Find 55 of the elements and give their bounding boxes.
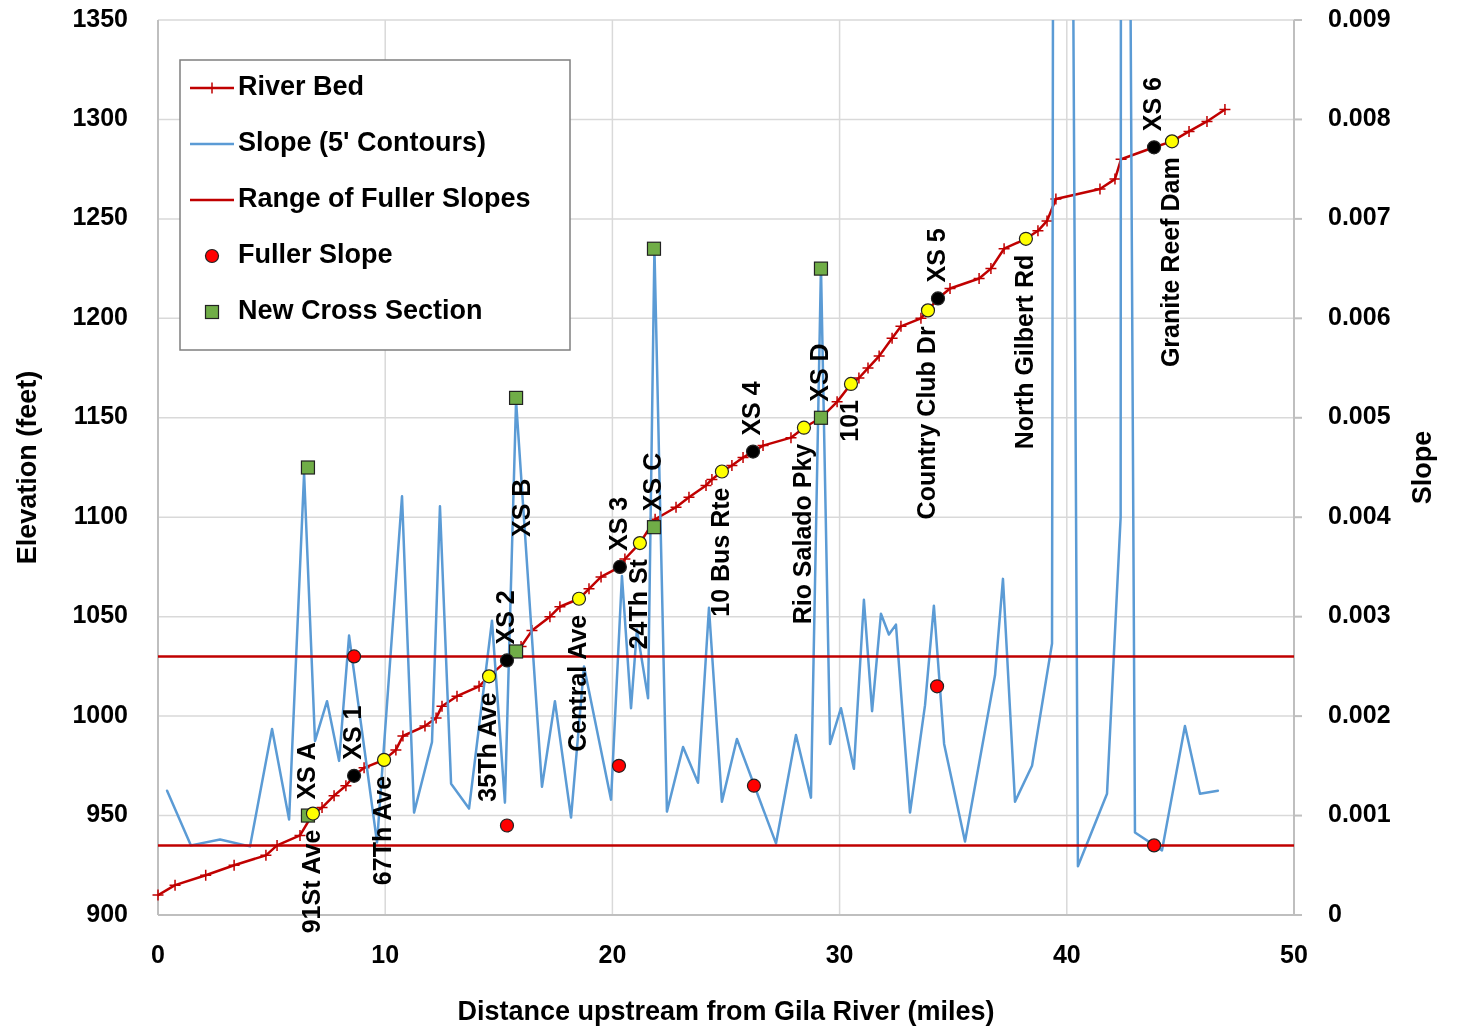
- y2-tick-label: 0.003: [1328, 600, 1391, 629]
- annotation: 101: [834, 399, 863, 442]
- annotation: 24Th St: [623, 558, 652, 650]
- annotation: XS 5: [921, 228, 950, 283]
- x-tick-label: 40: [1052, 940, 1081, 968]
- annotation: XS A: [291, 742, 320, 800]
- y-tick-label: 1000: [72, 699, 128, 728]
- legend-label: Range of Fuller Slopes: [238, 183, 531, 214]
- y-tick-label: 1250: [72, 202, 128, 231]
- legend-label: Fuller Slope: [238, 239, 393, 270]
- y2-tick-label: 0.005: [1328, 401, 1391, 430]
- legend-label: Slope (5' Contours): [238, 127, 486, 158]
- annotation: XS 3: [603, 496, 632, 551]
- annotation: 35Th Ave: [472, 692, 501, 802]
- x-tick-label: 10: [371, 940, 400, 968]
- annotation: Granite Reef Dam: [1155, 157, 1184, 368]
- y-tick-label: 900: [86, 898, 128, 927]
- annotation: 10 Bus Rte: [705, 487, 734, 617]
- y2-tick-label: 0.006: [1328, 301, 1391, 330]
- annotation: XS 4: [736, 381, 765, 436]
- y2-tick-label: 0.008: [1328, 103, 1391, 132]
- annotation: North Gilbert Rd: [1009, 254, 1038, 450]
- annotation: XS D: [804, 343, 833, 402]
- annotation: Country Club Dr: [911, 326, 940, 520]
- y-tick-label: 1300: [72, 103, 128, 132]
- annotation: XS 2: [490, 590, 519, 645]
- y2-tick-label: 0.009: [1328, 3, 1391, 32]
- y-tick-label: 950: [86, 799, 128, 828]
- y2-tick-label: 0.001: [1328, 799, 1391, 828]
- legend-label: New Cross Section: [238, 295, 483, 326]
- y2-tick-label: 0.007: [1328, 202, 1391, 231]
- y2-axis-title: Slope: [1407, 430, 1437, 505]
- annotation: XS C: [637, 452, 666, 512]
- x-tick-label: 0: [151, 940, 165, 968]
- y-tick-label: 1350: [72, 3, 128, 32]
- y2-tick-label: 0.002: [1328, 699, 1391, 728]
- y-axis-title: Elevation (feet): [12, 370, 42, 565]
- y-tick-label: 1050: [72, 600, 128, 629]
- annotation: Central Ave: [562, 614, 591, 752]
- y-tick-label: 1200: [72, 301, 128, 330]
- x-tick-label: 30: [825, 940, 854, 968]
- annotation: 67Th Ave: [367, 775, 396, 886]
- y-tick-label: 1100: [73, 500, 128, 529]
- y2-tick-label: 0.004: [1328, 500, 1391, 529]
- y2-tick-label: 0: [1328, 898, 1342, 927]
- annotation: XS B: [507, 478, 536, 538]
- x-tick-label: 50: [1280, 940, 1308, 968]
- annotation: 91St Ave: [296, 829, 325, 934]
- annotation: XS 6: [1137, 77, 1166, 132]
- x-tick-label: 20: [598, 940, 627, 968]
- legend-label: River Bed: [238, 71, 365, 102]
- x-axis-title: Distance upstream from Gila River (miles): [457, 996, 995, 1026]
- y-tick-label: 1150: [73, 401, 128, 430]
- annotation: Rio Salado Pky: [787, 443, 816, 625]
- annotation: XS 1: [337, 705, 366, 760]
